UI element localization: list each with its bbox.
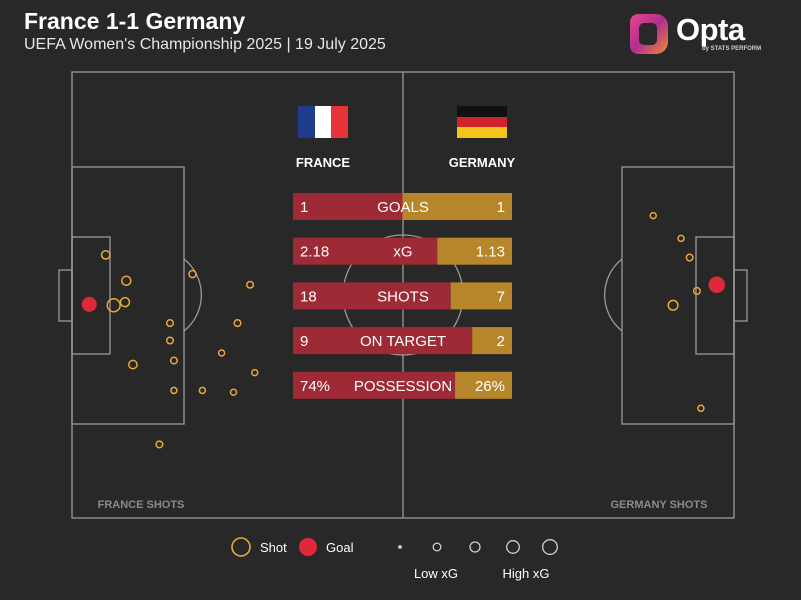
legend-high-xg-label: High xG (503, 566, 550, 581)
home-shot-marker (169, 356, 178, 365)
home-shot-marker (121, 275, 132, 286)
home-shot-marker (165, 319, 175, 328)
shots-layer (81, 211, 726, 449)
opta-logo-icon (630, 14, 668, 54)
home-shot-marker (100, 249, 111, 260)
logo-subtext: by STATS PERFORM (702, 46, 762, 52)
stat-home-value: 1 (300, 199, 308, 216)
stat-away-value: 26% (475, 378, 505, 395)
stat-home-value: 18 (300, 288, 317, 305)
right-goal (733, 269, 748, 322)
stat-away-value: 2 (497, 333, 505, 350)
stats-table: 1 GOALS 1 2.18 xG 1.13 18 SHOTS 7 9 ON TARGET 2 74% P… (293, 193, 512, 399)
stat-away-bar (455, 371, 512, 399)
away-goal-marker (708, 276, 726, 293)
home-shot-marker (233, 319, 242, 328)
stat-home-bar (293, 327, 473, 355)
away-shot-marker (677, 234, 685, 243)
xg-legend-circle (469, 541, 481, 553)
legend-shot-label: Shot (260, 540, 287, 555)
stat-home-value: 9 (300, 333, 308, 350)
home-shot-marker (127, 359, 138, 370)
legend-low-xg-label: Low xG (414, 566, 458, 581)
logo-text: Opta (676, 12, 745, 47)
stat-away-bar (437, 237, 512, 265)
away-team-name: GERMANY (449, 155, 516, 170)
flag-stripe (331, 106, 348, 138)
stat-home-bar (293, 193, 403, 220)
stat-away-bar (450, 282, 512, 310)
away-shot-marker (685, 253, 694, 262)
home-shot-marker (217, 349, 226, 357)
left-six-yard-box (71, 236, 111, 355)
home-shot-marker (250, 368, 259, 377)
flag-stripe (457, 127, 507, 138)
opta-logo: Opta by STATS PERFORM (628, 10, 768, 60)
xg-legend-circle (398, 545, 402, 549)
legend-goal-label: Goal (326, 540, 354, 555)
home-team-name: FRANCE (296, 155, 350, 170)
xg-legend-circle (432, 542, 442, 552)
flag-stripe (315, 106, 331, 138)
right-penalty-box (621, 166, 735, 425)
stat-away-bar (402, 193, 512, 220)
stat-home-bar (293, 371, 456, 399)
right-six-yard-box (695, 236, 735, 355)
stat-label: POSSESSION (354, 378, 452, 395)
away-shot-marker (692, 286, 701, 296)
away-shot-marker (697, 404, 705, 413)
stat-label: ON TARGET (360, 333, 446, 350)
home-shot-marker (155, 440, 164, 449)
stat-home-value: 2.18 (300, 244, 329, 261)
left-goal (58, 269, 73, 322)
xg-size-legend (398, 539, 558, 555)
stat-home-value: 74% (300, 378, 330, 395)
right-penalty-arc (604, 258, 623, 332)
home-shot-marker (170, 386, 178, 395)
page-title: France 1-1 Germany (24, 8, 246, 34)
stat-label: GOALS (377, 199, 429, 216)
stat-away-value: 1 (497, 199, 505, 216)
home-shot-marker (229, 388, 238, 396)
legend-goal-marker (299, 538, 317, 556)
home-shot-marker (119, 296, 131, 308)
stat-away-value: 7 (497, 288, 505, 305)
flag-stripe (457, 106, 507, 117)
left-penalty-box (71, 166, 185, 425)
home-shot-marker (165, 336, 175, 345)
xg-legend-circle (506, 540, 520, 554)
home-shot-marker (198, 386, 207, 395)
left-penalty-arc (183, 258, 202, 332)
home-goal-marker (81, 296, 97, 312)
away-corner-label: GERMANY SHOTS (611, 499, 708, 511)
away-shot-marker (667, 299, 679, 311)
away-shot-marker (649, 211, 658, 220)
home-shot-marker (246, 280, 255, 289)
legend: Shot Goal Low xG High xG (231, 537, 558, 581)
home-corner-label: FRANCE SHOTS (98, 499, 185, 511)
stat-home-bar (293, 237, 438, 265)
stat-label: xG (393, 244, 412, 261)
flag-stripe (298, 106, 315, 138)
stat-away-bar (472, 327, 512, 355)
stat-away-value: 1.13 (476, 244, 505, 261)
away-flag (457, 106, 507, 138)
stat-label: SHOTS (377, 288, 429, 305)
home-flag (298, 106, 348, 138)
legend-shot-marker (231, 537, 251, 557)
stat-home-bar (293, 282, 451, 310)
xg-legend-circle (542, 539, 558, 555)
flag-stripe (457, 117, 507, 127)
page-subtitle: UEFA Women's Championship 2025 | 19 July… (24, 36, 386, 53)
home-shot-marker (106, 298, 121, 313)
home-shot-marker (188, 269, 197, 279)
